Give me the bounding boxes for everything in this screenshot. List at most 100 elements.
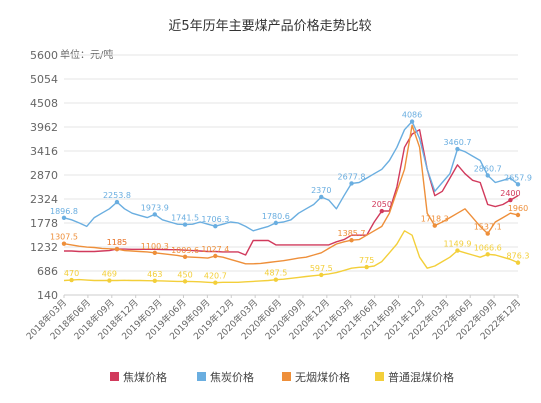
data-label: 1780.6 xyxy=(262,212,290,221)
series-lines xyxy=(61,119,521,285)
data-label: 1009.6 xyxy=(171,246,199,255)
data-label: 487.5 xyxy=(264,269,287,278)
legend-label: 普通混煤价格 xyxy=(388,370,454,384)
legend-swatch xyxy=(282,372,291,381)
data-label: 1066.6 xyxy=(474,243,502,252)
data-point xyxy=(182,222,188,227)
data-point xyxy=(515,212,521,218)
data-label: 1537.1 xyxy=(474,223,502,232)
data-point xyxy=(515,260,521,265)
legend-swatch xyxy=(110,372,119,381)
data-label: 775 xyxy=(359,256,374,265)
data-label: 2370 xyxy=(311,186,331,195)
data-label: 2050 xyxy=(372,200,392,209)
data-label: 1385.7 xyxy=(338,229,366,238)
data-label: 1896.8 xyxy=(50,207,78,216)
series-0 xyxy=(64,128,519,256)
data-point xyxy=(273,277,279,282)
data-point xyxy=(182,279,188,284)
data-label: 420.7 xyxy=(204,272,227,281)
data-label: 1960 xyxy=(508,204,528,213)
data-label: 1185 xyxy=(107,238,127,247)
data-label: 597.5 xyxy=(310,264,333,273)
data-point xyxy=(213,280,218,285)
data-label: 1100.3 xyxy=(141,242,169,251)
data-point xyxy=(349,181,354,186)
legend-label: 焦煤价格 xyxy=(123,370,167,384)
y-axis: 140 686 1232 1778 2324 2870 3416 3962 4508 5054 56… xyxy=(30,49,58,302)
data-label: 1718.3 xyxy=(421,215,449,224)
data-label: 463 xyxy=(147,270,162,279)
y-tick-label: 3416 xyxy=(30,145,58,158)
data-point xyxy=(379,208,384,214)
series-line xyxy=(64,128,519,256)
legend-label: 无烟煤价格 xyxy=(295,370,350,384)
data-point xyxy=(319,194,324,200)
data-point xyxy=(508,197,513,203)
data-label: 450 xyxy=(177,270,192,279)
y-tick-label: 2870 xyxy=(30,169,58,182)
y-tick-label: 1778 xyxy=(30,217,58,230)
data-point xyxy=(213,253,218,259)
y-tick-label: 5054 xyxy=(30,73,58,86)
series-line xyxy=(63,120,519,232)
data-point xyxy=(364,264,369,270)
data-point xyxy=(152,212,157,217)
data-point xyxy=(349,238,354,243)
data-label: 1307.5 xyxy=(50,233,78,242)
data-label: 2657.9 xyxy=(504,173,532,182)
data-point xyxy=(485,173,490,178)
data-point xyxy=(409,119,415,124)
data-label: 470 xyxy=(64,269,79,278)
data-point xyxy=(213,223,218,229)
data-point xyxy=(515,182,521,187)
data-label: 876.3 xyxy=(507,252,530,261)
data-point xyxy=(273,220,279,226)
data-label: 3460.7 xyxy=(443,138,471,147)
data-point xyxy=(319,272,324,278)
data-point xyxy=(107,278,112,283)
data-point xyxy=(455,146,460,152)
data-label: 2677.8 xyxy=(338,172,366,181)
data-label: 2253.8 xyxy=(103,191,131,200)
y-tick-label: 5600 xyxy=(30,49,58,62)
data-point xyxy=(152,250,157,255)
legend-label: 焦炭价格 xyxy=(210,370,254,384)
series-2 xyxy=(61,124,521,265)
data-point xyxy=(152,278,157,284)
data-point xyxy=(485,231,490,236)
data-point xyxy=(455,248,460,253)
data-point xyxy=(61,215,67,220)
y-tick-label: 4508 xyxy=(30,97,58,110)
legend-swatch xyxy=(375,372,384,381)
data-label: 2860.7 xyxy=(474,164,502,173)
data-point xyxy=(69,277,74,283)
y-tick-label: 686 xyxy=(37,265,58,278)
data-label: 469 xyxy=(102,270,117,279)
legend-swatch xyxy=(197,372,206,381)
data-label: 1741.5 xyxy=(171,214,199,223)
data-point xyxy=(114,246,120,252)
series-3 xyxy=(63,230,521,285)
data-label: 1027.4 xyxy=(201,245,229,254)
data-point xyxy=(114,199,120,205)
y-tick-label: 3962 xyxy=(30,121,58,134)
x-axis: 2018年03月2018年06月2018年09月2018年12月2019年03月… xyxy=(24,294,523,342)
series-line xyxy=(63,230,519,284)
y-tick-label: 140 xyxy=(37,289,58,302)
series-1 xyxy=(61,119,521,232)
data-point xyxy=(61,241,67,246)
data-point xyxy=(432,223,437,228)
data-point xyxy=(182,254,188,259)
data-point xyxy=(485,252,490,257)
data-label: 4086 xyxy=(402,111,422,120)
legend: 焦煤价格 焦炭价格 无烟煤价格 普通混煤价格 xyxy=(110,370,454,384)
y-tick-label: 2324 xyxy=(30,193,58,206)
chart-title: 近5年历年主要煤产品价格走势比较 xyxy=(168,18,371,34)
data-label: 1149.9 xyxy=(443,240,471,249)
data-label: 1706.3 xyxy=(201,215,229,224)
data-label: 1185 xyxy=(107,238,127,247)
data-label: 1973.9 xyxy=(141,203,169,212)
